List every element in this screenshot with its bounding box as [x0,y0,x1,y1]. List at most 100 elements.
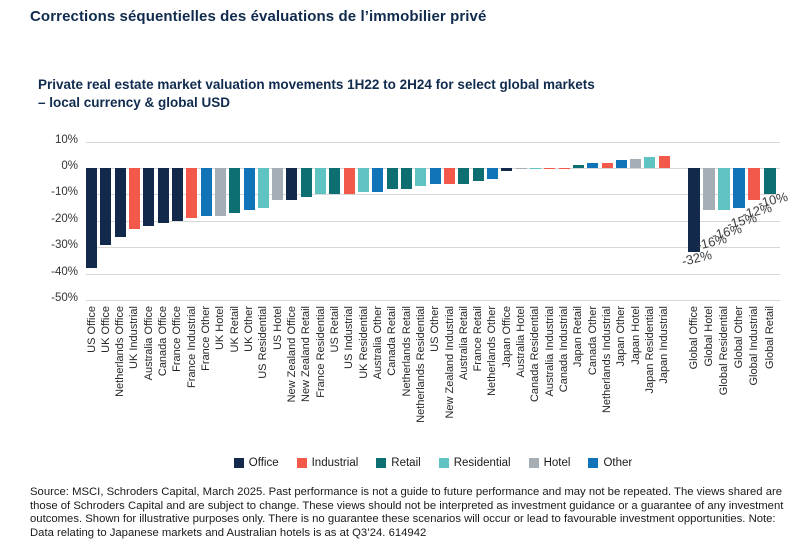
x-axis-label: Global Retail [763,306,776,369]
bar-canada-residential [529,168,541,170]
x-axis-label: Global Other [733,306,746,369]
bar-us-office [86,168,97,269]
bar-netherlands-retail [401,168,413,190]
x-axis-label: UK Office [99,306,112,353]
x-axis-label: New Zealand Industrial [443,306,456,419]
y-axis-label: -30% [51,239,78,252]
x-axis-label: Japan Retail [572,306,585,368]
x-axis-label: New Zealand Office [285,306,298,403]
bar-us-retail [329,168,341,195]
gridline [86,194,780,196]
x-axis-label: Canada Industrial [558,306,571,393]
x-axis-label: Netherlands Office [114,306,127,397]
legend-swatch [588,458,599,468]
chart-title-line1: Private real estate market valuation mov… [38,77,595,92]
legend-swatch [528,458,539,468]
gridline [86,141,780,143]
x-axis-label: New Zealand Retail [300,306,313,402]
legend-item-industrial: Industrial [296,457,358,469]
y-axis-label: -40% [51,265,78,278]
bar-japan-residential [644,157,656,168]
x-axis-label: US Hotel [271,306,284,351]
legend-swatch [233,458,244,468]
y-axis-label: 0% [61,160,78,172]
gridline [86,273,780,275]
bar-uk-hotel [214,168,226,216]
bar-new-zealand-industrial [444,168,455,184]
bar-canada-industrial [558,168,570,170]
bar-us-hotel [272,168,284,200]
bar-global-office [688,168,700,253]
bar-new-zealand-retail [300,168,312,198]
x-axis-label: Japan Hotel [629,306,642,365]
x-axis-label: France Retail [472,306,485,372]
bar-global-residential [718,168,731,211]
bar-global-other [733,168,746,208]
x-axis-label: UK Industrial [128,306,141,369]
bar-uk-retail [229,168,241,213]
x-axis-label: US Industrial [343,306,356,369]
x-axis-label: Australia Office [142,306,155,381]
bar-japan-retail [572,165,584,168]
x-axis-label: France Office [171,306,184,372]
bar-us-other [429,168,441,184]
x-axis-label: US Retail [328,306,341,353]
bar-global-hotel [703,168,716,211]
x-axis-label: Global Hotel [703,306,716,367]
bar-australia-retail [458,168,470,184]
x-axis-label: Japan Office [500,306,513,368]
bar-france-residential [315,168,327,195]
bar-australia-industrial [544,168,556,170]
x-axis-label: Canada Residential [529,306,542,403]
x-axis-label: UK Residential [357,306,370,379]
bar-global-retail [763,168,776,195]
x-axis-label: UK Retail [228,306,241,353]
footer-note: Source: MSCI, Schroders Capital, March 2… [30,486,784,539]
legend-swatch [438,458,449,468]
x-axis-label: Japan Residential [643,306,656,394]
bar-new-zealand-office [286,168,298,200]
x-axis-label: US Residential [257,306,270,379]
x-axis-label: Netherlands Retail [400,306,413,397]
bar-uk-residential [358,168,370,192]
x-axis-label: Global Office [688,306,700,370]
bar-australia-other [372,168,384,192]
bar-global-industrial [748,168,761,200]
bar-australia-hotel [515,168,527,170]
x-axis-label: Netherlands Other [486,306,499,396]
legend: Office Industrial Retail Residential Hotel Ot… [86,457,780,469]
x-axis-label: Australia Other [371,306,384,380]
legend-label: Hotel [543,457,571,469]
legend-item-hotel: Hotel [528,457,571,469]
bar-france-other [200,168,212,216]
bar-france-industrial [186,168,198,219]
x-axis-label: US Other [429,306,442,352]
legend-item-residential: Residential [438,457,511,469]
bar-netherlands-other [486,168,498,179]
x-axis-label: UK Other [243,306,256,352]
x-axis-label: Japan Industrial [658,306,671,384]
legend-label: Office [248,457,279,469]
chart-title-line2: – local currency & global USD [38,95,231,110]
bar-canada-retail [386,168,398,190]
legend-label: Residential [453,457,511,469]
bar-canada-other [587,162,599,168]
bar-uk-office [100,168,112,245]
x-axis-label: UK Hotel [214,306,227,351]
legend-label: Other [603,457,633,469]
bar-uk-industrial [128,168,140,229]
bar-netherlands-industrial [601,162,613,168]
y-axis-label: -20% [51,212,78,225]
x-axis-label: France Industrial [185,306,198,388]
bar-us-industrial [343,168,355,195]
bar-canada-office [157,168,169,224]
legend-item-office: Office [233,457,279,469]
bar-japan-hotel [630,158,642,168]
x-axis-label: Global Industrial [748,306,761,386]
x-axis-label: Netherlands Residential [414,306,427,423]
x-axis-label: Canada Other [586,306,599,376]
value-label: -32% [680,247,714,270]
